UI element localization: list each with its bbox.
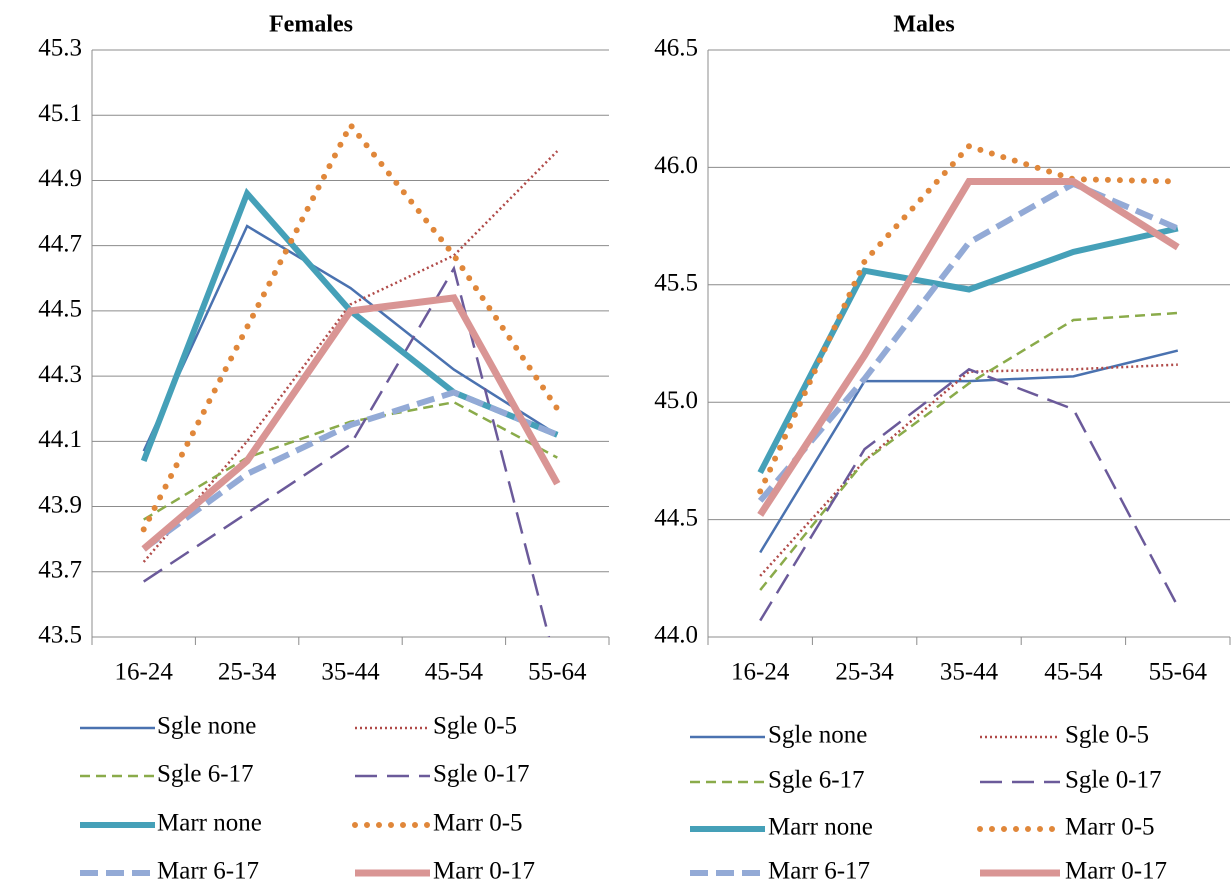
series-line	[759, 349, 1179, 554]
legend-label: Marr 6-17	[157, 858, 259, 885]
plot-area	[757, 142, 1181, 622]
legend-label: Marr 6-17	[768, 858, 870, 885]
x-tick-label: 45-54	[1044, 659, 1103, 686]
legend-label: Sgle 6-17	[157, 761, 254, 788]
legend-label: Sgle 0-17	[1065, 767, 1162, 794]
legend-label: Marr none	[157, 810, 262, 837]
chart-title: Females	[269, 12, 353, 38]
legend-label: Marr 0-5	[433, 810, 523, 837]
y-tick-label: 45.5	[654, 270, 698, 297]
series-line	[757, 142, 1181, 495]
x-tick-label: 16-24	[731, 659, 790, 686]
series-line	[759, 311, 1178, 591]
legend-label: Sgle none	[157, 713, 256, 740]
series-line	[142, 224, 558, 452]
y-tick-label: 44.9	[38, 165, 82, 192]
y-tick-label: 44.1	[38, 426, 82, 453]
y-tick-label: 45.1	[38, 100, 82, 127]
y-tick-label: 44.7	[38, 230, 82, 257]
x-tick-label: 16-24	[115, 659, 174, 686]
y-tick-label: 44.0	[654, 622, 698, 649]
y-tick-label: 46.5	[654, 35, 698, 62]
legend-label: Marr 0-17	[1065, 858, 1167, 885]
y-tick-label: 45.0	[654, 387, 698, 414]
series-line	[757, 177, 1180, 517]
legend-label: Marr 0-5	[1065, 814, 1155, 841]
chart-title: Males	[893, 12, 954, 38]
series-line	[143, 400, 558, 521]
legend-label: Sgle 0-17	[433, 761, 530, 788]
y-tick-label: 43.7	[38, 557, 82, 584]
x-tick-label: 35-44	[940, 659, 999, 686]
series-line	[759, 363, 1178, 577]
x-tick-label: 35-44	[321, 659, 380, 686]
x-tick-label: 25-34	[218, 659, 277, 686]
legend-label: Sgle 6-17	[768, 767, 865, 794]
legend-label: Marr 0-17	[433, 858, 535, 885]
x-tick-label: 55-64	[1149, 659, 1208, 686]
series-line	[759, 367, 1179, 622]
y-tick-label: 43.9	[38, 491, 82, 518]
series-line	[142, 150, 559, 563]
legend-label: Sgle none	[768, 722, 867, 749]
y-tick-label: 44.5	[654, 504, 698, 531]
y-tick-label: 45.3	[38, 35, 82, 62]
series-line	[140, 119, 561, 533]
y-tick-label: 43.5	[38, 622, 82, 649]
y-tick-label: 44.3	[38, 361, 82, 388]
x-tick-label: 55-64	[528, 659, 587, 686]
series-line	[757, 180, 1179, 503]
legend-label: Sgle 0-5	[1065, 722, 1149, 749]
y-tick-label: 46.0	[654, 152, 698, 179]
legend-label: Sgle 0-5	[433, 713, 517, 740]
x-tick-label: 25-34	[835, 659, 894, 686]
series-line	[143, 265, 551, 637]
series-line	[141, 389, 559, 552]
x-tick-label: 45-54	[425, 659, 484, 686]
y-tick-label: 44.5	[38, 296, 82, 323]
series-line	[141, 294, 561, 552]
legend-label: Marr none	[768, 814, 873, 841]
plot-area	[140, 119, 561, 637]
